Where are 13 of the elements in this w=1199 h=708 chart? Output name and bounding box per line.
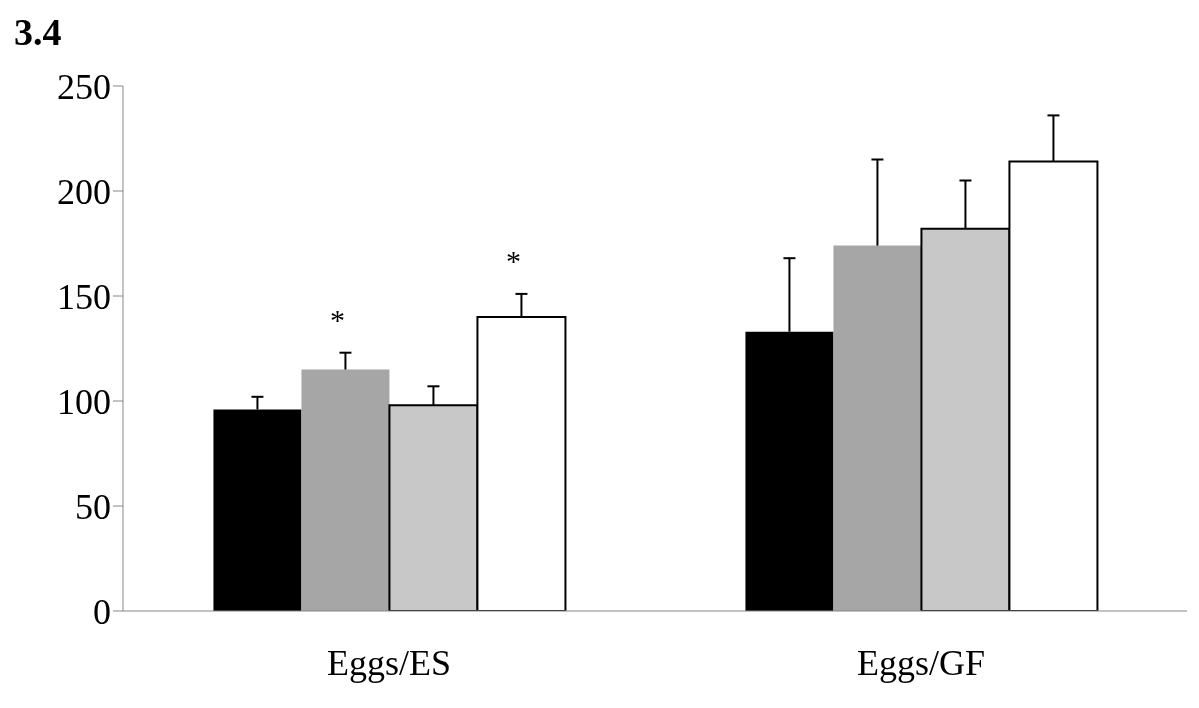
chart-title: 3.4 [13,10,63,55]
y-tick-label: 50 [75,486,111,527]
bar [833,245,922,611]
annotation: * [329,302,345,336]
y-tick-label: 0 [93,591,111,632]
y-tick-label: 250 [57,66,111,107]
x-tick-label: Eggs/ES [326,642,452,683]
y-tick-label: 100 [57,381,111,422]
bar [301,369,390,611]
y-tick-label: 150 [57,276,111,317]
y-tick-label: 200 [57,171,111,212]
x-tick-label: Eggs/GF [856,642,986,683]
annotation: * [505,243,521,277]
